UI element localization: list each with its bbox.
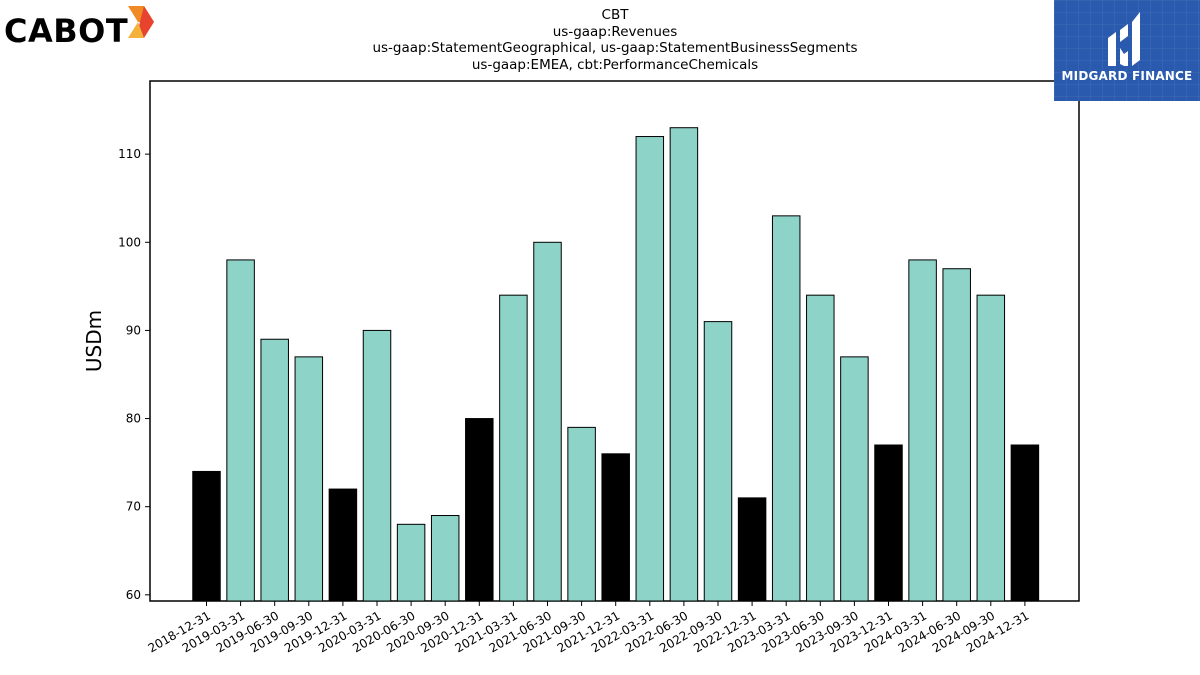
bar-2023-12-31 (874, 444, 903, 602)
title-line-4: us-gaap:EMEA, cbt:PerformanceChemicals (471, 56, 759, 73)
y-axis-label: USDm (82, 310, 106, 372)
y-axis: 60 70 80 90 100 110 (118, 147, 150, 602)
midgard-mark-icon (1108, 12, 1140, 66)
bar-2022-09-30 (703, 321, 733, 602)
bar-2021-09-30 (567, 426, 596, 602)
bar-2023-03-31 (771, 215, 801, 602)
bar-2018-12-31 (192, 470, 221, 602)
x-axis: 2018-12-312019-03-312019-06-302019-09-30… (146, 601, 1031, 655)
chart-title: CBT us-gaap:Revenues us-gaap:StatementGe… (265, 7, 965, 73)
bar-2020-09-30 (430, 515, 460, 602)
cabot-logo: CABOT (4, 4, 164, 52)
title-line-1: CBT (601, 7, 629, 23)
cabot-flame-icon (128, 6, 154, 38)
bar-2024-12-31 (1010, 444, 1040, 602)
midgard-finance-logo: MIDGARD FINANCE (1054, 0, 1200, 101)
bar-2024-03-31 (908, 259, 937, 602)
title-line-2: us-gaap:Revenues (552, 23, 678, 40)
bar-2019-03-31 (226, 259, 255, 602)
y-tick-label: 60 (126, 588, 141, 602)
bar-2021-06-30 (533, 241, 562, 602)
bar-2020-03-31 (362, 329, 392, 602)
y-tick-label: 80 (126, 412, 141, 426)
bar-2020-12-31 (465, 418, 494, 602)
bar-2022-06-30 (669, 127, 699, 602)
bar-2023-09-30 (840, 356, 869, 602)
midgard-logo-text: MIDGARD FINANCE (1061, 69, 1193, 83)
bar-2019-06-30 (260, 338, 289, 602)
y-tick-label: 70 (126, 500, 141, 514)
bar-2021-12-31 (601, 453, 630, 602)
bar-2019-09-30 (294, 356, 324, 602)
bar-2023-06-30 (806, 294, 835, 602)
y-tick-label: 110 (118, 147, 141, 161)
bar-2024-09-30 (976, 294, 1006, 602)
bar-2024-06-30 (942, 268, 971, 602)
y-tick-label: 90 (126, 323, 141, 337)
y-tick-label: 100 (118, 235, 141, 249)
bar-2022-12-31 (737, 497, 767, 602)
bar-2021-03-31 (499, 294, 528, 602)
bars-group (192, 127, 1040, 602)
bar-2022-03-31 (635, 136, 665, 602)
bar-2019-12-31 (328, 488, 358, 602)
bar-2020-06-30 (396, 523, 426, 602)
cabot-logo-text: CABOT (4, 12, 129, 50)
title-line-3: us-gaap:StatementGeographical, us-gaap:S… (372, 40, 858, 56)
